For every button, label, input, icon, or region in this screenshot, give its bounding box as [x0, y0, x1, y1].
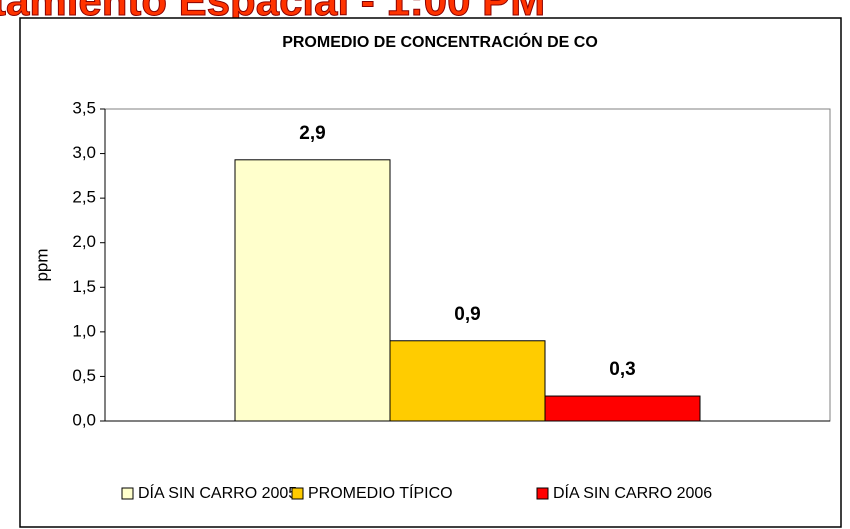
legend-label: PROMEDIO TÍPICO	[308, 483, 453, 502]
y-tick-label: 2,0	[72, 232, 96, 251]
legend-swatch	[536, 487, 549, 500]
y-axis-label: ppm	[32, 248, 51, 281]
value-label: 0,9	[454, 304, 480, 325]
legend-label: DÍA SIN CARRO 2006	[553, 483, 712, 502]
y-tick-label: 0,0	[72, 410, 96, 429]
legend-swatch	[121, 487, 134, 500]
legend-swatch	[291, 487, 304, 500]
value-label: 2,9	[299, 123, 325, 144]
y-tick-label: 2,5	[72, 188, 96, 207]
bar	[389, 340, 546, 422]
chart-title: PROMEDIO DE CONCENTRACIÓN DE CO	[282, 32, 598, 51]
bar	[234, 159, 391, 422]
y-tick-label: 3,5	[72, 98, 96, 117]
legend-label: DÍA SIN CARRO 2005	[138, 483, 297, 502]
y-tick-label: 1,0	[72, 321, 96, 340]
y-tick-label: 0,5	[72, 366, 96, 385]
value-label: 0,3	[609, 359, 635, 380]
y-tick-label: 1,5	[72, 277, 96, 296]
y-tick-label: 3,0	[72, 143, 96, 162]
bar	[544, 395, 701, 422]
